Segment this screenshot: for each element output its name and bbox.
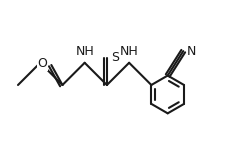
Text: S: S: [111, 51, 119, 64]
Text: NH: NH: [120, 45, 139, 58]
Text: N: N: [187, 45, 197, 58]
Text: NH: NH: [75, 45, 94, 58]
Text: O: O: [38, 57, 47, 70]
